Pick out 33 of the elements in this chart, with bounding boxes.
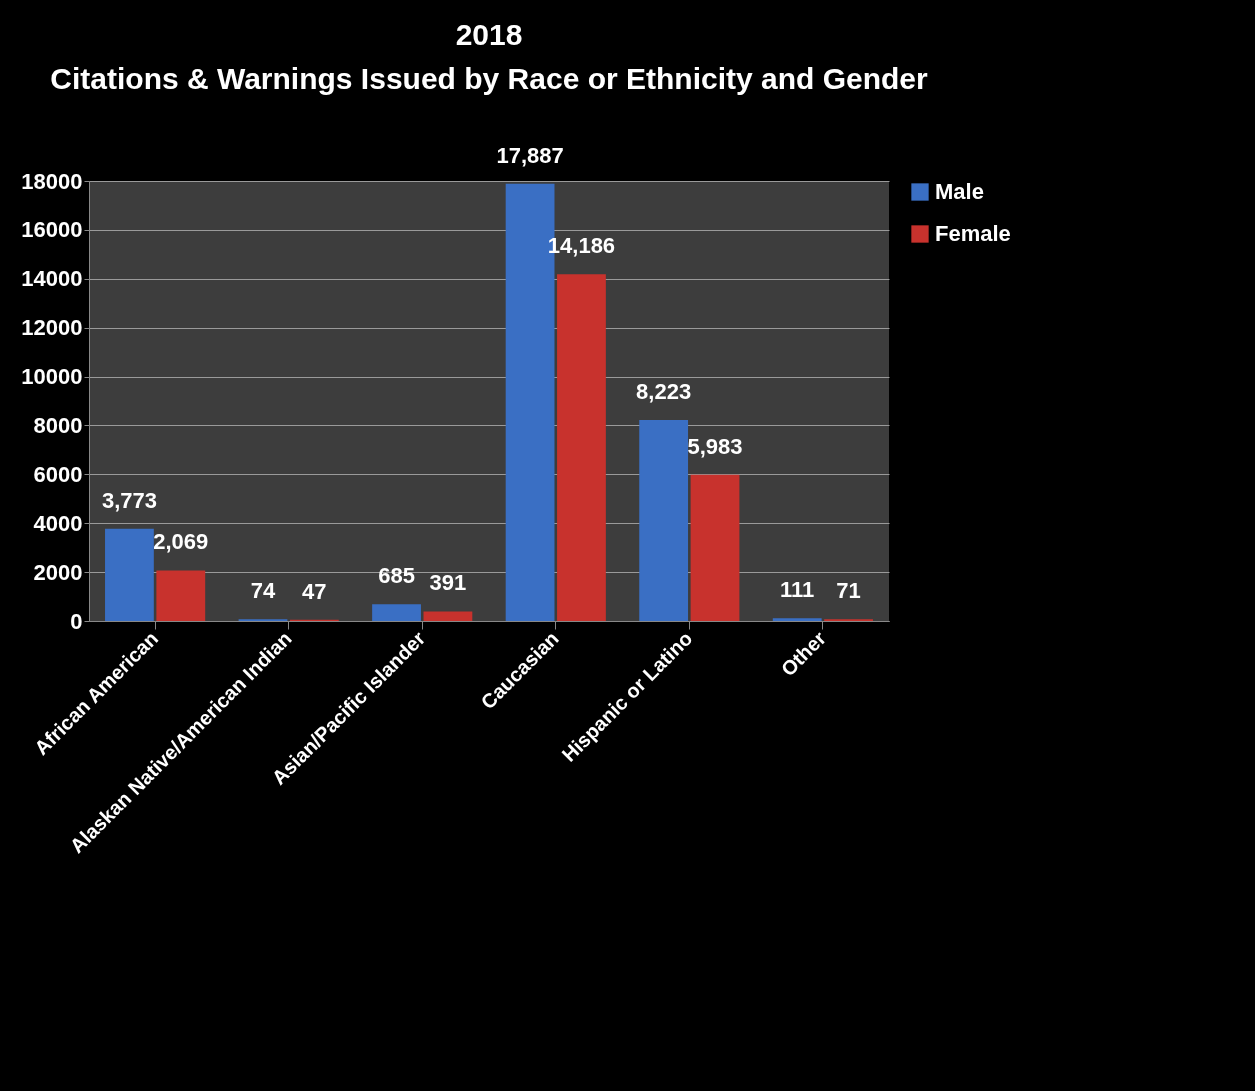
bar: [557, 274, 606, 621]
y-tick-label: 0: [70, 608, 83, 634]
data-label: 3,773: [101, 487, 157, 513]
y-tick-label: 4000: [33, 510, 83, 536]
chart-subtitle: Citations & Warnings Issued by Race or Ethnicity and Gender: [50, 61, 929, 95]
y-tick-label: 18000: [21, 168, 83, 194]
bar: [690, 474, 740, 621]
bar: [105, 528, 154, 621]
chart-title: 2018: [455, 17, 523, 51]
y-tick-label: 8000: [33, 412, 83, 438]
data-label: 47: [302, 578, 327, 604]
legend-label: Female: [935, 221, 1011, 246]
data-label: 8,223: [636, 378, 692, 404]
bar: [639, 419, 689, 621]
data-label: 685: [378, 563, 415, 589]
legend-label: Male: [935, 179, 984, 204]
bar: [372, 604, 421, 621]
data-label: 71: [836, 578, 861, 604]
y-tick-label: 14000: [21, 266, 83, 292]
bar: [423, 611, 473, 621]
y-tick-label: 10000: [21, 364, 83, 390]
bar: [772, 618, 822, 621]
data-label: 17,887: [496, 142, 564, 168]
bar: [156, 570, 206, 621]
y-tick-label: 12000: [21, 315, 83, 341]
data-label: 74: [250, 578, 276, 604]
y-tick-label: 16000: [21, 217, 83, 243]
data-label: 391: [429, 570, 467, 596]
data-label: 111: [780, 577, 815, 603]
data-label: 5,983: [687, 433, 743, 459]
data-label: 2,069: [153, 529, 209, 555]
y-tick-label: 6000: [33, 461, 83, 487]
y-tick-label: 2000: [33, 559, 83, 585]
